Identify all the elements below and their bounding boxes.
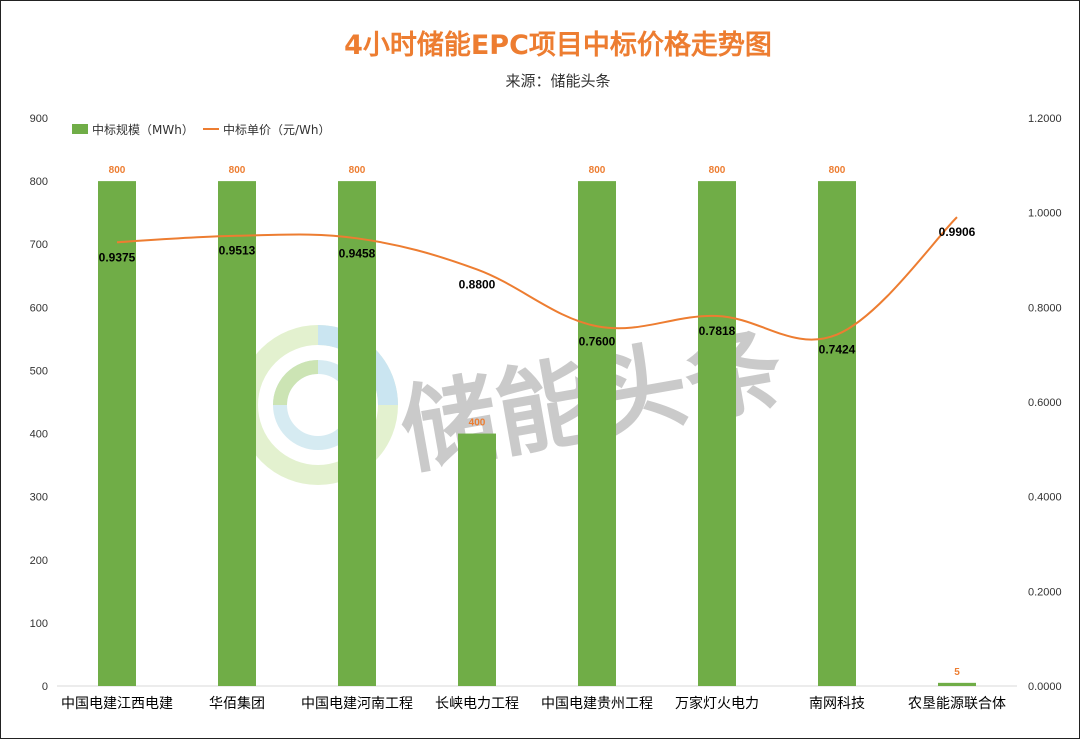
y-right-tick-label: 0.2000 (1028, 586, 1062, 598)
x-tick-label: 中国电建河南工程 (301, 696, 413, 712)
y-left-tick-label: 900 (30, 113, 48, 125)
price-value-label: 0.8800 (459, 277, 496, 291)
y-axis-right: 0.0000 0.2000 0.4000 0.6000 0.8000 1.0000 1.20… (1028, 113, 1062, 693)
legend-bar-swatch (72, 124, 88, 134)
bar-value-label: 800 (349, 165, 366, 176)
price-series-line (116, 216, 958, 341)
x-tick-label: 农垦能源联合体 (908, 696, 1006, 712)
x-tick-label: 南网科技 (809, 696, 865, 712)
y-left-tick-label: 200 (30, 555, 48, 567)
chart-title: 4小时储能EPC项目中标价格走势图 (344, 29, 772, 61)
y-left-tick-label: 100 (30, 618, 48, 630)
bars (98, 181, 976, 686)
bar-value-label: 800 (709, 165, 726, 176)
bar (98, 181, 136, 686)
price-value-label: 0.7818 (699, 324, 736, 338)
bar (698, 181, 736, 686)
price-value-label: 0.9375 (99, 250, 136, 264)
legend-line-label: 中标单价（元/Wh） (223, 122, 331, 137)
bar (218, 181, 256, 686)
y-left-tick-label: 400 (30, 429, 48, 441)
chart-subtitle: 来源：储能头条 (505, 72, 610, 90)
legend: 中标规模（MWh） 中标单价（元/Wh） (72, 122, 331, 137)
x-tick-label: 华佰集团 (209, 695, 265, 712)
y-left-tick-label: 800 (30, 176, 48, 188)
price-line (116, 216, 958, 341)
y-right-tick-label: 0.8000 (1028, 302, 1062, 314)
x-tick-label: 中国电建江西电建 (61, 696, 173, 712)
y-left-tick-label: 0 (42, 681, 48, 693)
bar-value-label: 800 (109, 165, 126, 176)
bar (338, 181, 376, 686)
price-value-label: 0.9458 (339, 246, 376, 260)
y-right-tick-label: 0.4000 (1028, 492, 1062, 504)
bar-labels: 800 800 800 400 800 800 800 5 (109, 165, 961, 678)
bar (458, 433, 496, 686)
x-axis-categories: 中国电建江西电建 华佰集团 中国电建河南工程 长峡电力工程 中国电建贵州工程 万家灯火电力… (61, 695, 1006, 712)
y-right-tick-label: 0.0000 (1028, 681, 1062, 693)
y-left-tick-label: 700 (30, 239, 48, 251)
line-labels: 0.9375 0.9513 0.9458 0.8800 0.7600 0.7818 0.74… (99, 225, 976, 356)
y-left-tick-label: 300 (30, 492, 48, 504)
bar-value-label: 400 (469, 418, 486, 429)
price-value-label: 0.9906 (939, 225, 976, 239)
bar-value-label: 800 (589, 165, 606, 176)
x-tick-label: 长峡电力工程 (435, 696, 519, 712)
y-left-tick-label: 600 (30, 302, 48, 314)
y-left-tick-label: 500 (30, 365, 48, 377)
bar (938, 682, 976, 686)
y-right-tick-label: 1.2000 (1028, 113, 1062, 125)
bar (578, 181, 616, 686)
bar-value-label: 5 (954, 667, 960, 678)
y-right-tick-label: 0.6000 (1028, 397, 1062, 409)
y-right-tick-label: 1.0000 (1028, 208, 1062, 220)
x-tick-label: 万家灯火电力 (675, 695, 759, 712)
price-value-label: 0.7424 (819, 343, 856, 357)
price-value-label: 0.7600 (579, 334, 616, 348)
legend-bar-label: 中标规模（MWh） (92, 122, 194, 137)
price-value-label: 0.9513 (219, 244, 256, 258)
bar (818, 181, 856, 686)
bar-value-label: 800 (829, 165, 846, 176)
bar-value-label: 800 (229, 165, 246, 176)
y-axis-left: 0 100 200 300 400 500 600 700 800 900 (30, 113, 48, 693)
x-tick-label: 中国电建贵州工程 (541, 696, 653, 712)
